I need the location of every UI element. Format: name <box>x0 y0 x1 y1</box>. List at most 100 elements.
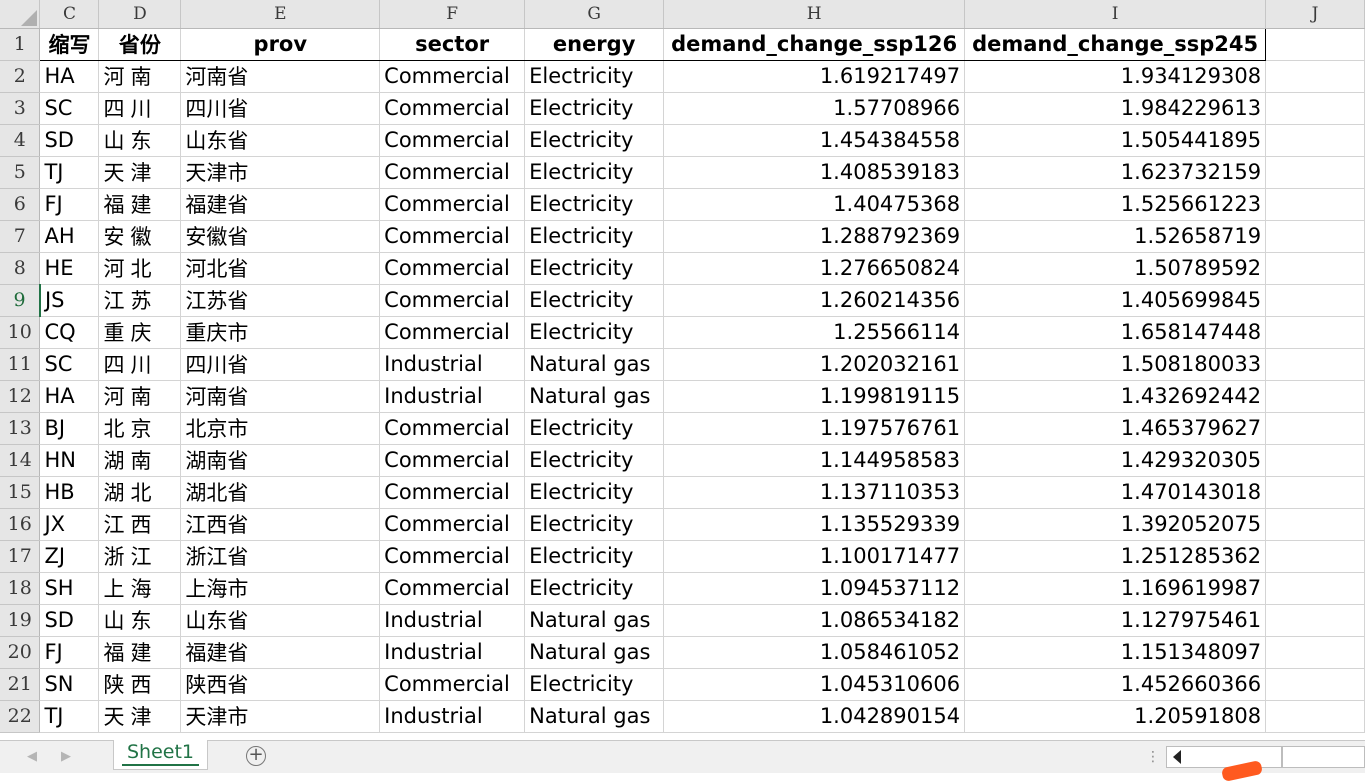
empty-cell[interactable] <box>1265 380 1365 413</box>
ssp245-cell[interactable]: 1.658147448 <box>964 316 1267 349</box>
prov-cell[interactable]: 天津市 <box>180 156 381 189</box>
sector-cell[interactable]: Industrial <box>379 348 526 381</box>
sector-cell[interactable]: Industrial <box>379 604 526 637</box>
row-header[interactable]: 12 <box>0 380 41 413</box>
energy-cell[interactable]: Electricity <box>524 508 665 541</box>
abbr-cell[interactable]: HA <box>39 380 100 413</box>
prov-cell[interactable]: 福建省 <box>180 636 381 669</box>
row-header[interactable]: 2 <box>0 60 41 93</box>
triangle-left-icon[interactable] <box>1173 750 1181 764</box>
abbr-cell[interactable]: FJ <box>39 188 100 221</box>
ssp126-cell[interactable]: 1.137110353 <box>663 476 966 509</box>
column-header-i[interactable]: I <box>964 0 1267 29</box>
abbr-cell[interactable]: HA <box>39 60 100 93</box>
prov-cell[interactable]: 湖北省 <box>180 476 381 509</box>
empty-cell[interactable] <box>1265 92 1365 125</box>
triangle-right-icon[interactable]: ▶ <box>61 749 71 764</box>
abbr-cell[interactable]: SH <box>39 572 100 605</box>
abbr-cell[interactable]: HE <box>39 252 100 285</box>
ssp245-cell[interactable]: 1.465379627 <box>964 412 1267 445</box>
energy-cell[interactable]: Electricity <box>524 284 665 317</box>
province-cell[interactable]: 湖南 <box>98 444 182 477</box>
prov-cell[interactable]: 天津市 <box>180 700 381 733</box>
ssp245-cell[interactable]: 1.984229613 <box>964 92 1267 125</box>
sector-cell[interactable]: Commercial <box>379 540 526 573</box>
ssp126-cell[interactable]: 1.042890154 <box>663 700 966 733</box>
energy-cell[interactable]: Electricity <box>524 572 665 605</box>
energy-cell[interactable]: Natural gas <box>524 700 665 733</box>
row-header[interactable]: 19 <box>0 604 41 637</box>
energy-cell[interactable]: Electricity <box>524 156 665 189</box>
province-cell[interactable]: 山东 <box>98 604 182 637</box>
sector-cell[interactable]: Commercial <box>379 316 526 349</box>
ssp126-cell[interactable]: 1.260214356 <box>663 284 966 317</box>
empty-cell[interactable] <box>1265 220 1365 253</box>
ssp126-cell[interactable]: 1.288792369 <box>663 220 966 253</box>
empty-cell[interactable] <box>1265 60 1365 93</box>
header-cell[interactable]: 省份 <box>98 28 182 61</box>
ssp126-cell[interactable]: 1.100171477 <box>663 540 966 573</box>
ssp245-cell[interactable]: 1.470143018 <box>964 476 1267 509</box>
ssp126-cell[interactable]: 1.045310606 <box>663 668 966 701</box>
column-header-d[interactable]: D <box>98 0 182 29</box>
empty-cell[interactable] <box>1265 28 1365 61</box>
sector-cell[interactable]: Commercial <box>379 156 526 189</box>
ssp245-cell[interactable]: 1.432692442 <box>964 380 1267 413</box>
sector-cell[interactable]: Commercial <box>379 252 526 285</box>
energy-cell[interactable]: Electricity <box>524 124 665 157</box>
ssp245-cell[interactable]: 1.392052075 <box>964 508 1267 541</box>
row-header[interactable]: 10 <box>0 316 41 349</box>
sector-cell[interactable]: Commercial <box>379 476 526 509</box>
abbr-cell[interactable]: CQ <box>39 316 100 349</box>
province-cell[interactable]: 重庆 <box>98 316 182 349</box>
province-cell[interactable]: 河南 <box>98 380 182 413</box>
empty-cell[interactable] <box>1265 316 1365 349</box>
row-header[interactable]: 8 <box>0 252 41 285</box>
abbr-cell[interactable]: BJ <box>39 412 100 445</box>
prov-cell[interactable]: 安徽省 <box>180 220 381 253</box>
prov-cell[interactable]: 陕西省 <box>180 668 381 701</box>
abbr-cell[interactable]: SC <box>39 92 100 125</box>
empty-cell[interactable] <box>1265 508 1365 541</box>
prov-cell[interactable]: 山东省 <box>180 604 381 637</box>
sector-cell[interactable]: Commercial <box>379 220 526 253</box>
prov-cell[interactable]: 江苏省 <box>180 284 381 317</box>
energy-cell[interactable]: Electricity <box>524 220 665 253</box>
header-cell[interactable]: prov <box>180 28 381 61</box>
ssp245-cell[interactable]: 1.251285362 <box>964 540 1267 573</box>
energy-cell[interactable]: Natural gas <box>524 636 665 669</box>
empty-cell[interactable] <box>1265 188 1365 221</box>
province-cell[interactable]: 陕西 <box>98 668 182 701</box>
sheet-tab-sheet1[interactable]: Sheet1 <box>113 740 208 770</box>
header-cell[interactable]: demand_change_ssp126 <box>663 28 966 61</box>
prov-cell[interactable]: 河南省 <box>180 60 381 93</box>
prov-cell[interactable]: 重庆市 <box>180 316 381 349</box>
ssp245-cell[interactable]: 1.50789592 <box>964 252 1267 285</box>
row-header[interactable]: 6 <box>0 188 41 221</box>
energy-cell[interactable]: Natural gas <box>524 604 665 637</box>
empty-cell[interactable] <box>1265 124 1365 157</box>
province-cell[interactable]: 上海 <box>98 572 182 605</box>
row-header[interactable]: 17 <box>0 540 41 573</box>
ssp126-cell[interactable]: 1.202032161 <box>663 348 966 381</box>
row-header[interactable]: 5 <box>0 156 41 189</box>
province-cell[interactable]: 安徽 <box>98 220 182 253</box>
prov-cell[interactable]: 河北省 <box>180 252 381 285</box>
energy-cell[interactable]: Electricity <box>524 316 665 349</box>
ssp126-cell[interactable]: 1.086534182 <box>663 604 966 637</box>
ssp126-cell[interactable]: 1.199819115 <box>663 380 966 413</box>
empty-cell[interactable] <box>1265 412 1365 445</box>
ssp126-cell[interactable]: 1.408539183 <box>663 156 966 189</box>
row-header[interactable]: 15 <box>0 476 41 509</box>
ssp126-cell[interactable]: 1.40475368 <box>663 188 966 221</box>
empty-cell[interactable] <box>1265 444 1365 477</box>
sector-cell[interactable]: Commercial <box>379 668 526 701</box>
ssp245-cell[interactable]: 1.934129308 <box>964 60 1267 93</box>
row-header[interactable]: 21 <box>0 668 41 701</box>
province-cell[interactable]: 四川 <box>98 348 182 381</box>
empty-cell[interactable] <box>1265 604 1365 637</box>
ssp126-cell[interactable]: 1.058461052 <box>663 636 966 669</box>
prov-cell[interactable]: 四川省 <box>180 92 381 125</box>
energy-cell[interactable]: Electricity <box>524 252 665 285</box>
ssp126-cell[interactable]: 1.454384558 <box>663 124 966 157</box>
